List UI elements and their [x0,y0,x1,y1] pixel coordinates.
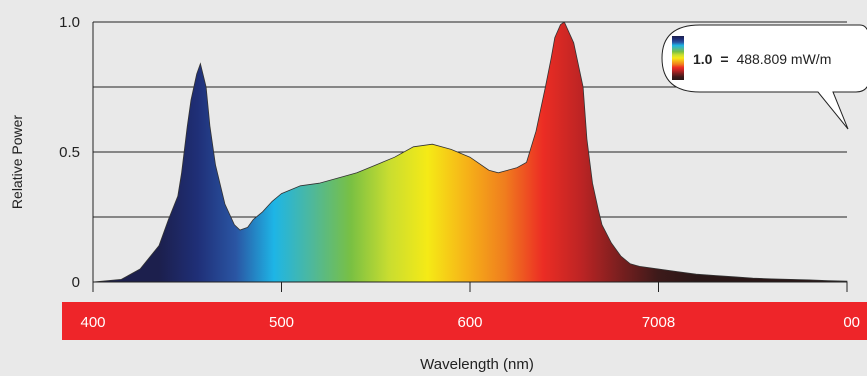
x-tick-label: 7008 [642,314,675,331]
callout-text: 488.809 mW/m [736,51,831,67]
y-tick-label: 0 [72,274,80,291]
y-tick-labels: 0 0.5 1.0 [59,14,80,291]
callout-bubble [661,24,867,130]
callout-value-label: 1.0 [693,51,713,67]
y-tick-label: 0.5 [59,144,80,161]
callout-color-scale [672,36,684,80]
svg-text:1.0 = 488.809 mW/m: 1.0 = 488.809 mW/m [693,51,831,67]
x-axis-band [62,302,867,340]
y-axis-label: Relative Power [9,115,25,209]
spectrum-area [92,21,848,283]
x-tick-label: 400 [80,314,105,331]
callout-equals: = [720,51,728,67]
x-tick-label: 00 [843,314,860,331]
x-tick-label: 500 [269,314,294,331]
x-tick-labels: 400 500 600 7008 00 [80,282,860,331]
y-tick-label: 1.0 [59,14,80,31]
x-tick-label: 600 [457,314,482,331]
x-axis-label: Wavelength (nm) [420,356,534,373]
value-callout: 1.0 = 488.809 mW/m [661,24,867,130]
